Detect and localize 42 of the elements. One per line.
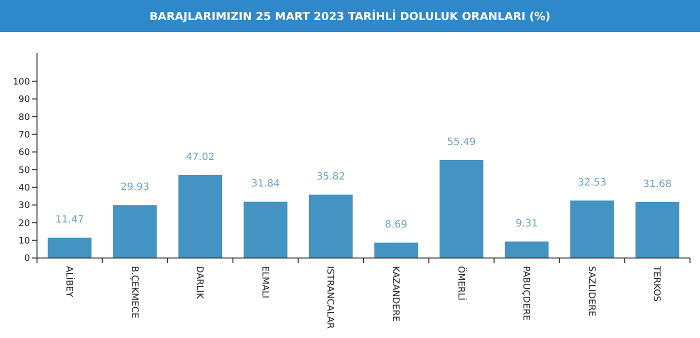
bar bbox=[440, 160, 484, 258]
x-tick-label: ÖMERLİ bbox=[455, 266, 468, 300]
x-tick-label: ELMALI bbox=[259, 266, 270, 298]
y-tick-label: 50 bbox=[18, 166, 30, 176]
y-tick-label: 40 bbox=[18, 183, 30, 194]
y-tick-label: 70 bbox=[18, 130, 30, 140]
y-tick-label: 20 bbox=[18, 218, 30, 229]
y-tick-label: 10 bbox=[18, 236, 30, 246]
x-tick-label: PABUÇDERE bbox=[520, 266, 531, 321]
bar bbox=[113, 205, 157, 258]
data-label: 31.84 bbox=[251, 178, 280, 190]
bar bbox=[635, 202, 680, 258]
x-tick-label: ALİBEY bbox=[64, 266, 76, 298]
y-tick-label: 30 bbox=[18, 201, 30, 212]
y-tick-label: 90 bbox=[18, 95, 30, 106]
x-tick-label: B.ÇEKMECE bbox=[128, 266, 139, 319]
bar bbox=[374, 242, 418, 258]
x-tick-label: KAZANDERE bbox=[390, 266, 400, 322]
y-tick-label: 100 bbox=[12, 77, 30, 88]
data-label: 29.93 bbox=[120, 182, 150, 194]
bar bbox=[504, 242, 549, 258]
chart-title: BARAJLARIMIZIN 25 MART 2023 TARİHLİ DOLULUK ORANLARI (%) bbox=[150, 9, 550, 23]
data-label: 35.82 bbox=[316, 172, 346, 183]
x-tick-label: SAZLIDERE bbox=[586, 266, 596, 317]
x-tick-label: DARLIK bbox=[194, 266, 204, 300]
y-tick-label: 60 bbox=[18, 148, 30, 158]
data-label: 11.47 bbox=[55, 214, 84, 226]
bar bbox=[570, 200, 614, 258]
bar bbox=[178, 174, 222, 258]
data-label: 9.31 bbox=[516, 218, 538, 230]
data-label: 55.49 bbox=[447, 136, 476, 148]
bar bbox=[48, 238, 92, 258]
y-tick-label: 0 bbox=[24, 254, 30, 264]
data-label: 32.53 bbox=[578, 178, 606, 189]
bar bbox=[308, 194, 353, 258]
y-tick-label: 80 bbox=[18, 112, 30, 123]
bar bbox=[244, 202, 288, 258]
data-label: 31.68 bbox=[643, 179, 672, 190]
data-label: 47.02 bbox=[186, 152, 215, 163]
data-label: 8.69 bbox=[385, 220, 408, 231]
x-tick-label: TERKOS bbox=[651, 265, 662, 302]
x-tick-label: ISTRANCALAR bbox=[324, 266, 335, 329]
